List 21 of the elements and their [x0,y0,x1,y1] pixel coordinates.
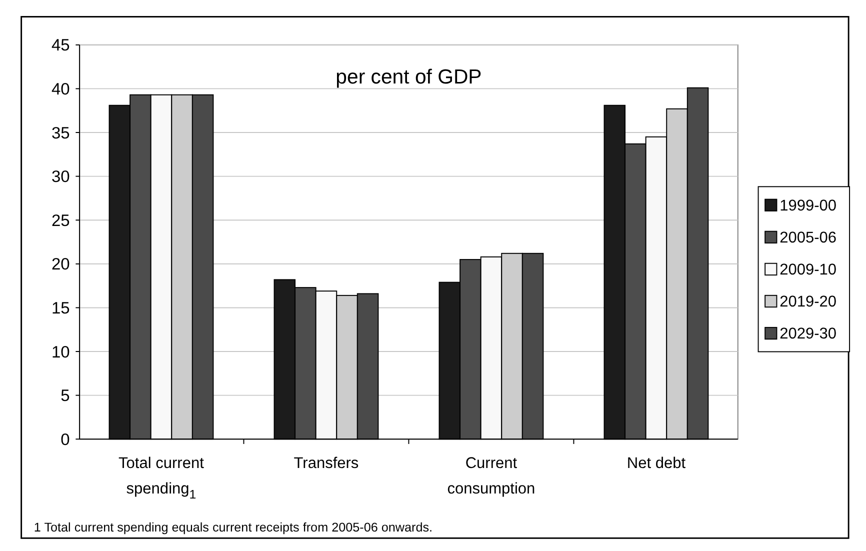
legend-label: 2019-20 [780,294,837,311]
legend-label: 2009-10 [780,262,837,279]
y-tick-label: 40 [52,80,70,98]
legend-label: 2005-06 [780,230,837,247]
text: per cent of GDP [336,66,482,89]
y-tick-label: 15 [52,299,70,318]
y-tick-label: 0 [60,430,70,449]
y-tick-label: 5 [60,387,70,406]
y-tick-label: 45 [52,36,70,55]
x-tick-label: Current consumption [447,455,536,498]
y-tick-label: 20 [52,256,70,274]
y-tick-label: 25 [52,212,70,230]
y-tick-label: 35 [52,124,70,142]
y-tick-label: 30 [52,168,70,186]
y-tick-label: 10 [52,343,70,362]
text: 1 Total current spending equals current receipts from 2005-06 onwards. [34,520,433,534]
legend-label: 2029-30 [780,326,837,343]
legend-label: 1999-00 [780,198,837,215]
x-tick-label: Transfers [294,455,359,472]
x-tick-label: Total current spending$_{1}$ [118,455,205,502]
x-tick-label: Net debt [626,455,686,472]
